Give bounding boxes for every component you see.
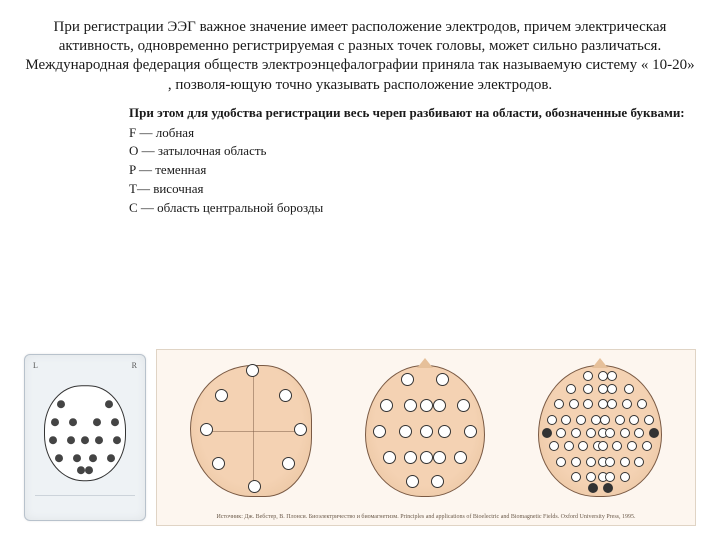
electrode xyxy=(404,451,417,464)
figures-row: L R xyxy=(24,349,696,530)
electrode xyxy=(399,425,412,438)
electrode xyxy=(404,399,417,412)
electrode xyxy=(200,423,213,436)
electrode xyxy=(420,451,433,464)
legend-intro: При этом для удобства регистрации весь ч… xyxy=(129,105,696,122)
electrode xyxy=(246,364,259,377)
legend-item: P — теменная xyxy=(129,161,696,180)
legend-list: F — лобная O — затылочная область P — те… xyxy=(129,124,696,218)
device-right-label: R xyxy=(132,361,137,375)
electrode xyxy=(401,373,414,386)
electrode xyxy=(215,389,228,402)
electrode xyxy=(438,425,451,438)
device-left-label: L xyxy=(33,361,38,375)
electrode xyxy=(431,475,444,488)
electrode xyxy=(248,480,261,493)
electrode xyxy=(433,399,446,412)
electrode xyxy=(433,451,446,464)
electrode xyxy=(420,399,433,412)
diagram-caption: Источник: Дж. Вебстер, В. Плонси. Биоэле… xyxy=(157,514,695,521)
electrode xyxy=(279,389,292,402)
electrode xyxy=(282,457,295,470)
eeg-device: L R xyxy=(24,354,146,521)
electrode xyxy=(454,451,467,464)
legend-item: T— височная xyxy=(129,180,696,199)
electrode xyxy=(380,399,393,412)
legend-item: C — область центральной борозды xyxy=(129,199,696,218)
head-top-view xyxy=(365,365,485,497)
electrode xyxy=(457,399,470,412)
head-side-view xyxy=(190,365,312,497)
legend-section: При этом для удобства регистрации весь ч… xyxy=(129,105,696,218)
nose-icon xyxy=(417,358,433,368)
electrode xyxy=(383,451,396,464)
electrode-diagram: Источник: Дж. Вебстер, В. Плонси. Биоэле… xyxy=(156,349,696,526)
electrode xyxy=(212,457,225,470)
device-connectors xyxy=(35,495,135,514)
electrode xyxy=(294,423,307,436)
electrode xyxy=(373,425,386,438)
device-head-outline xyxy=(44,385,126,481)
electrode xyxy=(464,425,477,438)
head-dense-view xyxy=(538,365,662,497)
legend-item: O — затылочная область xyxy=(129,142,696,161)
electrode xyxy=(406,475,419,488)
electrode xyxy=(420,425,433,438)
main-paragraph: При регистрации ЭЭГ важное значение имее… xyxy=(24,18,696,95)
nose-icon xyxy=(592,358,608,368)
electrode xyxy=(436,373,449,386)
legend-item: F — лобная xyxy=(129,124,696,143)
